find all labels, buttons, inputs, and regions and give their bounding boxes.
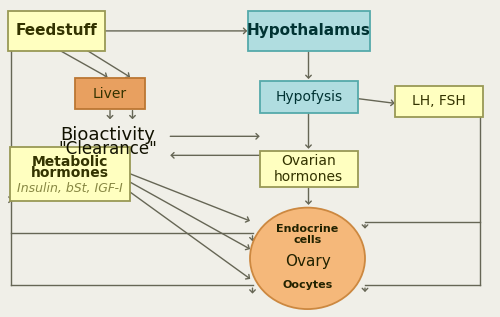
Text: "Clearance": "Clearance" <box>58 140 157 158</box>
Text: Metabolic: Metabolic <box>32 155 108 169</box>
Ellipse shape <box>250 208 365 309</box>
Text: Bioactivity: Bioactivity <box>60 126 155 144</box>
FancyBboxPatch shape <box>75 78 145 109</box>
Text: Hypofysis: Hypofysis <box>275 90 342 104</box>
Text: LH, FSH: LH, FSH <box>412 94 466 108</box>
Text: Oocytes: Oocytes <box>282 280 333 290</box>
Text: Feedstuff: Feedstuff <box>16 23 97 38</box>
Text: Endocrine
cells: Endocrine cells <box>276 224 338 245</box>
FancyBboxPatch shape <box>10 147 130 201</box>
Text: Ovarian
hormones: Ovarian hormones <box>274 154 344 184</box>
Text: Liver: Liver <box>93 87 127 100</box>
FancyBboxPatch shape <box>8 11 105 51</box>
FancyBboxPatch shape <box>260 81 358 113</box>
FancyBboxPatch shape <box>260 151 358 187</box>
FancyBboxPatch shape <box>248 11 370 51</box>
Text: Insulin, bSt, IGF-I: Insulin, bSt, IGF-I <box>17 182 123 195</box>
FancyBboxPatch shape <box>395 86 482 117</box>
Text: Hypothalamus: Hypothalamus <box>247 23 370 38</box>
Text: hormones: hormones <box>31 166 109 180</box>
Text: Ovary: Ovary <box>284 254 331 269</box>
